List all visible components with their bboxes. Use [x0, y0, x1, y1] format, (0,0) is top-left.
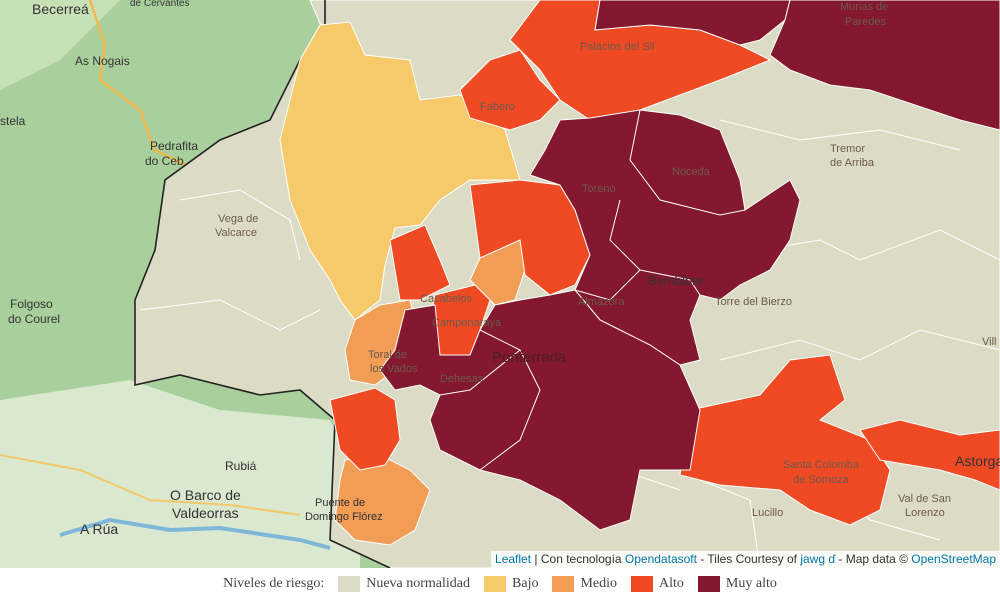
river-sil — [59, 517, 331, 550]
road-n6 — [88, 0, 186, 167]
terrain-light — [0, 0, 120, 90]
label-noceda: Noceda — [672, 166, 711, 178]
map-canvas[interactable]: Becerreá de Cervantes As Nogais stela Pe… — [0, 0, 1000, 568]
region-alto-center[interactable] — [469, 179, 591, 296]
legend-item-alto: Alto — [631, 576, 684, 592]
risk-legend: Niveles de riesgo: Nueva normalidad Bajo… — [0, 568, 1000, 600]
legend-swatch — [484, 576, 507, 592]
label-as-nogais: As Nogais — [75, 54, 130, 68]
label-los-vados: los Vados — [370, 363, 418, 375]
label-camponaraya: Camponaraya — [432, 317, 502, 329]
region-muy-alto-ponferrada[interactable] — [379, 289, 701, 531]
region-medio-3[interactable] — [334, 454, 431, 546]
legend-item-muy-alto: Muy alto — [697, 576, 777, 592]
label-puente: Puente de — [315, 497, 365, 509]
region-alto-cacabelos[interactable] — [389, 224, 451, 301]
label-fabero: Fabero — [480, 101, 515, 113]
label-ponferrada: Ponferrada — [492, 349, 567, 366]
leaflet-link[interactable]: Leaflet — [495, 552, 532, 566]
label-valcarce: Valcarce — [215, 227, 257, 239]
label-valdeorras: Valdeorras — [172, 505, 239, 521]
label-do-courel: do Courel — [8, 312, 60, 326]
label-lorenzo: Lorenzo — [905, 507, 945, 519]
attribution-tiles: - Tiles Courtesy of — [696, 552, 801, 566]
label-vega: Vega de — [218, 213, 258, 225]
legend-item-medio: Medio — [552, 576, 617, 592]
label-a-rua: A Rúa — [80, 521, 118, 537]
opendatasoft-link[interactable]: Opendatasoft — [624, 552, 697, 566]
jawg-link[interactable]: jawg — [800, 552, 826, 566]
label-santa-colomba: Santa Colomba — [783, 459, 860, 471]
region-alto-carucedo[interactable] — [329, 387, 401, 471]
legend-label: Bajo — [512, 576, 539, 591]
legend-label: Nueva normalidad — [366, 576, 471, 591]
label-villa: Vill — [982, 336, 996, 348]
label-dehesas: Dehesas — [440, 373, 484, 385]
legend-swatch — [631, 576, 654, 592]
legend-swatch — [552, 576, 575, 592]
legend-label: Medio — [580, 576, 618, 591]
label-becerrea: Becerreá — [32, 1, 89, 17]
legend-item-nueva-normalidad: Nueva normalidad — [338, 576, 470, 592]
muy-alto-inner-borders — [439, 109, 746, 471]
region-alto-santa-colomba[interactable] — [679, 354, 891, 526]
label-rubia: Rubiá — [225, 459, 257, 473]
label-de-somoza: de Somoza — [793, 474, 850, 486]
label-folgoso: Folgoso — [10, 297, 53, 311]
label-toreno: Toreno — [582, 183, 616, 195]
region-muy-alto-murias[interactable] — [769, 0, 1000, 131]
label-lucillo: Lucillo — [752, 507, 783, 519]
attribution-sep: | Con tecnología — [531, 552, 625, 566]
label-stela: stela — [0, 114, 26, 128]
map-labels: Becerreá de Cervantes As Nogais stela Pe… — [0, 0, 1000, 537]
legend-title: Niveles de riesgo: — [223, 576, 325, 591]
terrain-valley — [0, 380, 360, 568]
label-murias: Murias de — [840, 1, 888, 13]
label-astorga: Astorga — [955, 453, 1000, 469]
label-tremor: Tremor — [830, 143, 865, 155]
region-alto-fabero[interactable] — [459, 49, 561, 131]
province-border — [134, 0, 391, 568]
label-pedrafita: Pedrafita — [150, 139, 198, 153]
label-do-cebreiro: do Ceb — [145, 154, 184, 168]
map-attribution: Leaflet | Con tecnología Opendatasoft - … — [491, 551, 1000, 568]
label-bembibre: Bembibre — [648, 273, 704, 288]
jawg-logo-icon: ɗ — [828, 552, 836, 566]
legend-swatch — [697, 576, 720, 592]
label-cervantes: de Cervantes — [130, 0, 189, 9]
legend-label: Muy alto — [725, 576, 777, 591]
label-domingo: Domingo Flórez — [305, 511, 383, 523]
legend-item-bajo: Bajo — [484, 576, 538, 592]
label-almazora: Almazora — [578, 296, 625, 308]
label-paredes: Paredes — [845, 16, 886, 28]
legend-swatch — [338, 576, 361, 592]
map-view[interactable]: Becerreá de Cervantes As Nogais stela Pe… — [0, 0, 1000, 568]
legend-label: Alto — [659, 576, 684, 591]
label-toral: Toral de — [368, 349, 407, 361]
label-palacios: Palacios del Sil — [580, 41, 655, 53]
road-valdeorras — [0, 454, 301, 516]
attribution-mapdata: - Map data © — [835, 552, 912, 566]
label-o-barco: O Barco de — [170, 487, 241, 503]
label-cacabelos: Cacabelos — [420, 293, 472, 305]
region-alto-astorga[interactable] — [859, 419, 1000, 491]
label-val-de-san: Val de San — [898, 493, 951, 505]
label-de-arriba: de Arriba — [830, 157, 875, 169]
osm-link[interactable]: OpenStreetMap — [911, 552, 996, 566]
label-torre: Torre del Bierzo — [715, 296, 792, 308]
region-bajo[interactable] — [279, 21, 521, 321]
